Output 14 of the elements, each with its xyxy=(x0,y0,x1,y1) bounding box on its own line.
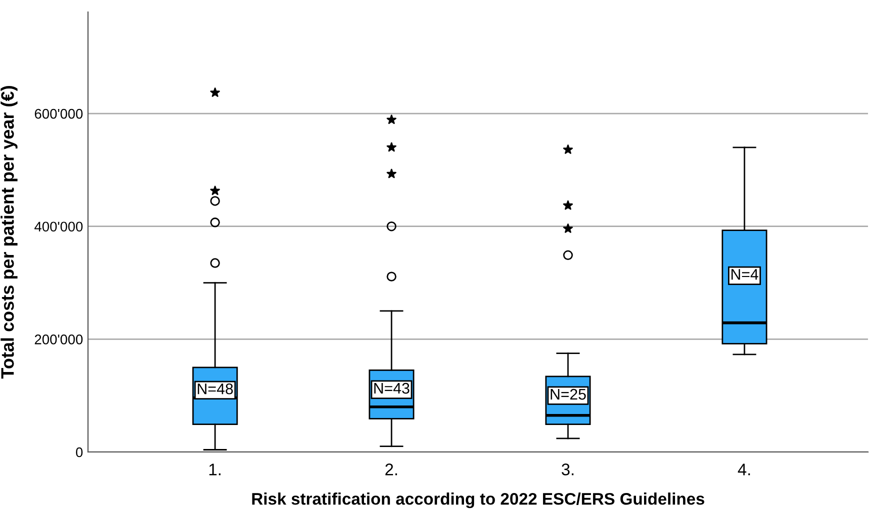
y-tick-label: 200'000 xyxy=(34,334,83,344)
annotation: N=43 xyxy=(374,382,410,394)
x-tick-label: 2. xyxy=(385,464,397,476)
y-tick-label: 600'000 xyxy=(34,108,83,119)
x-tick-label: 4. xyxy=(738,464,750,476)
x-axis-title: Risk stratification according to 2022 ESC/ERS Guidelines xyxy=(252,492,704,508)
x-tick-label: 1. xyxy=(209,464,220,476)
y-axis-title: Total costs per patient per year (€) xyxy=(0,86,18,379)
annotation: N=4 xyxy=(732,269,758,280)
y-tick-label: 0 xyxy=(76,447,83,458)
annotation: N=25 xyxy=(550,388,586,400)
x-tick-label: 3. xyxy=(562,464,574,476)
annotation: N=48 xyxy=(198,383,233,394)
y-tick-label: 400'000 xyxy=(34,222,83,232)
